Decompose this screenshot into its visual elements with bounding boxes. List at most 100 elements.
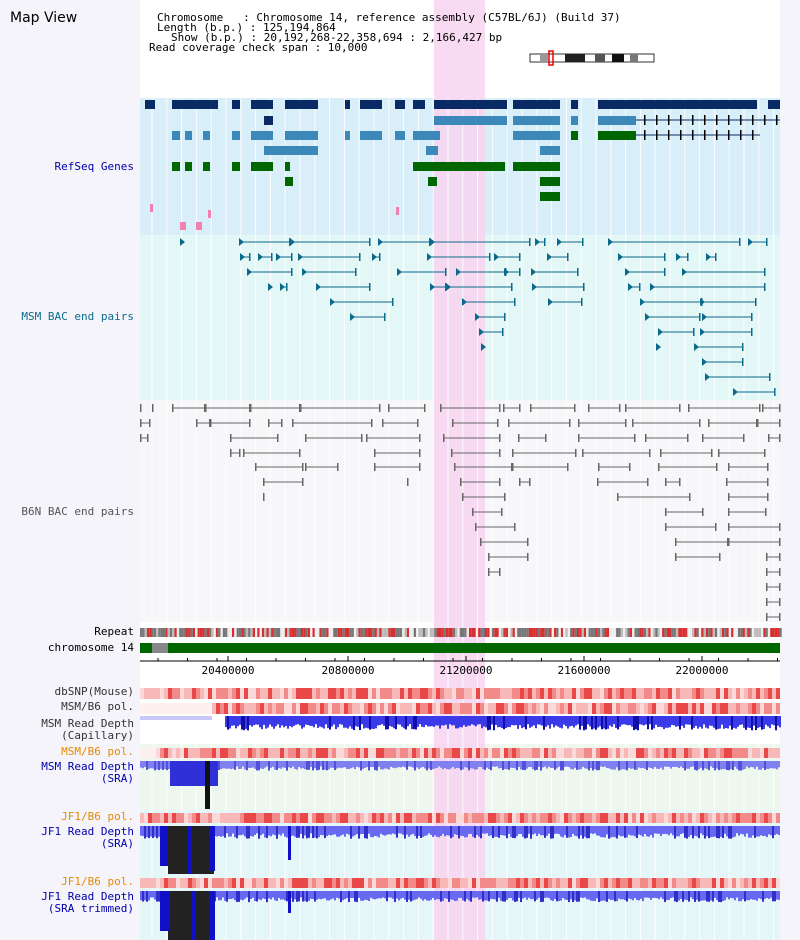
b6n-bac-end bbox=[480, 538, 482, 546]
pink-marker bbox=[196, 222, 202, 230]
track-label-refseq[interactable]: RefSeq Genes bbox=[54, 160, 134, 173]
b6n-bac-end bbox=[366, 434, 368, 442]
msm-bac-end bbox=[650, 283, 655, 291]
msm-bac-end bbox=[608, 238, 613, 246]
gene-feature bbox=[185, 162, 192, 171]
b6n-bac-end bbox=[152, 404, 154, 412]
gene-feature bbox=[264, 116, 273, 125]
b6n-bac-end bbox=[488, 568, 490, 576]
b6n-bac-end bbox=[140, 434, 142, 442]
chromosome-bar[interactable] bbox=[140, 643, 780, 653]
b6n-bac-end bbox=[645, 434, 647, 442]
track-label-msm-depth-cap-sub: (Capillary) bbox=[61, 729, 134, 742]
b6n-bac-end bbox=[768, 434, 770, 442]
gene-feature bbox=[513, 162, 560, 171]
msm-bac-end bbox=[618, 253, 623, 261]
b6n-bac-end bbox=[196, 419, 198, 427]
track-label-msm-b6-pol-2: MSM/B6 pol. bbox=[61, 745, 134, 758]
msm-bac-end bbox=[258, 253, 263, 261]
gene-feature bbox=[232, 100, 240, 109]
b6n-bac-end bbox=[578, 434, 580, 442]
chromosome-ideogram[interactable] bbox=[529, 50, 655, 66]
b6n-bac-end bbox=[728, 508, 730, 516]
gene-feature bbox=[540, 177, 560, 186]
track-label-msm-depth-sra-sub: (SRA) bbox=[100, 772, 134, 785]
track-label-jf1-depth-trim: JF1 Read Depth bbox=[41, 890, 134, 903]
msm-bac-end bbox=[430, 238, 435, 246]
msm-bac-end bbox=[531, 268, 536, 276]
msm-bac-end bbox=[494, 253, 499, 261]
b6n-bac-end bbox=[140, 419, 142, 427]
selection-highlight[interactable] bbox=[434, 0, 485, 940]
b6n-bac-end bbox=[665, 478, 667, 486]
track-label-repeat: Repeat bbox=[94, 625, 134, 638]
msm-bac-end bbox=[280, 283, 285, 291]
track-label-msm-b6-pol-1: MSM/B6 pol. bbox=[61, 700, 134, 713]
msm-bac-end bbox=[372, 253, 377, 261]
msm-bac-end bbox=[378, 238, 383, 246]
b6n-bac-end bbox=[597, 478, 599, 486]
track-label-jf1-depth-trim-sub: (SRA trimmed) bbox=[47, 902, 134, 915]
b6n-bac-end bbox=[728, 538, 730, 546]
b6n-bac-end bbox=[688, 404, 690, 412]
b6n-bac-end bbox=[728, 463, 730, 471]
b6n-bac-end bbox=[452, 419, 454, 427]
msm-bac-end bbox=[535, 238, 540, 246]
b6n-bac-end bbox=[702, 434, 704, 442]
b6n-bac-end bbox=[512, 449, 514, 457]
gene-feature bbox=[413, 162, 505, 171]
gene-feature bbox=[513, 131, 560, 140]
gene-feature bbox=[395, 100, 405, 109]
msm-bac-end bbox=[430, 283, 435, 291]
gene-feature bbox=[571, 116, 578, 125]
msm-bac-end bbox=[446, 283, 451, 291]
b6n-bac-end bbox=[263, 478, 265, 486]
length-info: Length (b.p.) : 125,194,864 bbox=[157, 21, 336, 34]
gene-feature bbox=[540, 192, 560, 201]
axis-tick-label: 20400000 bbox=[201, 664, 255, 677]
track-label-msm-depth-sra: MSM Read Depth bbox=[41, 760, 134, 773]
b6n-bac-end bbox=[472, 508, 474, 516]
gene-feature bbox=[285, 131, 318, 140]
b6n-bac-end bbox=[665, 508, 667, 516]
gene-feature bbox=[413, 100, 425, 109]
b6n-bac-end bbox=[632, 419, 634, 427]
b6n-bac-end bbox=[766, 598, 768, 606]
b6n-bac-end bbox=[172, 404, 174, 412]
msm-bac-end bbox=[694, 343, 699, 351]
b6n-bac-end bbox=[588, 404, 590, 412]
coverage-span-info: Read coverage check span : 10,000 bbox=[149, 41, 368, 54]
track-label-jf1-b6-pol-1: JF1/B6 pol. bbox=[61, 810, 134, 823]
gene-feature bbox=[434, 116, 507, 125]
track-label-msm-depth-cap: MSM Read Depth bbox=[41, 717, 134, 730]
b6n-bac-end bbox=[658, 463, 660, 471]
gene-feature bbox=[428, 177, 437, 186]
page-title: Map View bbox=[10, 10, 78, 26]
b6n-bac-end bbox=[660, 449, 662, 457]
msm-bac-end bbox=[705, 373, 710, 381]
b6n-bac-end bbox=[230, 449, 232, 457]
gene-feature bbox=[540, 146, 560, 155]
b6n-bac-end bbox=[665, 523, 667, 531]
gene-feature bbox=[598, 116, 636, 125]
track-label-chromosome: chromosome 14 bbox=[47, 641, 134, 654]
track-label-dbsnp: dbSNP(Mouse) bbox=[54, 685, 134, 698]
gene-feature bbox=[264, 146, 318, 155]
gene-feature bbox=[251, 162, 273, 171]
msm-bac-end bbox=[298, 253, 303, 261]
chromosome-info: Chromosome : Chromosome 14, reference as… bbox=[157, 11, 621, 24]
track-label-b6n-bac[interactable]: B6N BAC end pairs bbox=[21, 505, 134, 518]
msm-bac-end bbox=[247, 268, 252, 276]
msm-bac-end bbox=[268, 283, 273, 291]
gene-feature bbox=[513, 100, 560, 109]
gene-feature bbox=[360, 131, 382, 140]
b6n-bac-end bbox=[530, 404, 532, 412]
b6n-bac-end bbox=[388, 404, 390, 412]
msm-bac-end bbox=[748, 238, 753, 246]
gene-feature bbox=[345, 100, 350, 109]
msm-bac-end bbox=[456, 268, 461, 276]
msm-bac-end bbox=[700, 298, 705, 306]
track-label-msm-bac[interactable]: MSM BAC end pairs bbox=[21, 310, 134, 323]
gene-feature bbox=[426, 146, 438, 155]
